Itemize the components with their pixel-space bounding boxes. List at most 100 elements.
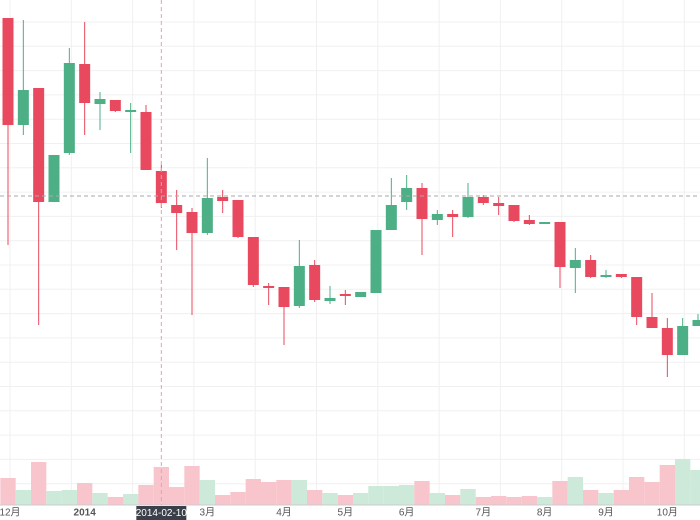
volume-bar (353, 493, 369, 505)
candle-body (109, 100, 121, 111)
x-tick-label: 7月 (476, 507, 492, 519)
x-tick-label: 8月 (537, 507, 553, 519)
volume-bar (521, 496, 537, 505)
volume-bar (92, 493, 108, 505)
grid (0, 0, 700, 505)
candle-body (508, 205, 520, 221)
candle-body (539, 222, 551, 224)
candle-body (155, 171, 167, 203)
x-tick-label: 9月 (598, 507, 614, 519)
x-tick-label: 3月 (200, 507, 216, 519)
volume-bar (15, 490, 31, 505)
candle-body (615, 274, 627, 277)
candle-body (462, 197, 474, 217)
candle-body (401, 188, 413, 202)
candle-body (585, 260, 597, 277)
x-tick-label: 12月 (0, 507, 21, 519)
volume-bar (169, 487, 185, 505)
volume-bar (199, 480, 215, 505)
candle-body (63, 63, 75, 153)
volume-bar (138, 485, 154, 505)
candle-body (447, 214, 459, 217)
candle-body (569, 260, 581, 268)
volume-bar (629, 477, 645, 505)
volume-bar (475, 497, 491, 505)
volume-bar (368, 486, 384, 505)
volume-bar (567, 477, 583, 505)
candle-body (263, 286, 275, 288)
volume-bar (491, 496, 507, 505)
candle-body (646, 317, 658, 328)
volume-bar (291, 480, 307, 505)
candle-body (600, 275, 612, 277)
candle-body (33, 88, 45, 202)
volume-bar (583, 490, 599, 505)
candle-body (477, 197, 489, 203)
candle-body (385, 205, 397, 230)
volume-bar (245, 479, 261, 505)
x-tick-label: 5月 (338, 507, 354, 519)
candle-body (2, 18, 14, 125)
candle-body (309, 265, 321, 300)
candle-body (17, 90, 29, 125)
volume-bar (414, 481, 430, 505)
volume-bar (322, 493, 338, 505)
x-tick-label: 4月 (276, 507, 292, 519)
candle-body (493, 203, 505, 206)
candle-body (523, 220, 535, 224)
volume-bar (77, 483, 93, 505)
volume-bar (107, 497, 123, 505)
candle-body (431, 214, 443, 220)
candle-body (94, 99, 106, 104)
candle-body (171, 205, 183, 213)
candle-body (631, 277, 643, 317)
x-tick-label: 6月 (399, 507, 415, 519)
volume-bar (215, 495, 231, 505)
volume-bar (644, 482, 660, 505)
candle-body (661, 328, 673, 355)
volume-bar (61, 490, 77, 505)
volume-bar (598, 493, 614, 505)
candle-body (201, 198, 213, 233)
volume-bar (445, 495, 461, 505)
candle-body (416, 188, 428, 219)
candle-body (554, 222, 566, 267)
volume-bar (537, 497, 553, 505)
volume-bar (0, 478, 16, 505)
volume-bar (46, 491, 62, 505)
candle-body (140, 112, 152, 170)
candle-body (355, 292, 367, 297)
candle-body (79, 64, 91, 103)
crosshair-label-box (136, 506, 187, 520)
x-tick-label: 10月 (657, 507, 678, 519)
volume-bar (261, 482, 277, 505)
volume-bar (31, 462, 47, 505)
volume-bar (690, 470, 700, 505)
x-tick-label: 2014 (74, 508, 97, 519)
candle-body (278, 287, 290, 307)
candle-body (324, 298, 336, 301)
volume-bar (184, 466, 200, 505)
volume-bar (383, 486, 399, 505)
candle-body (186, 212, 198, 233)
volume-bar (307, 490, 323, 505)
volume-bar (675, 459, 691, 505)
candle-body (232, 200, 244, 237)
volume-bar (613, 490, 629, 505)
candle-body (677, 326, 689, 355)
volume-bar (659, 465, 675, 505)
candle-body (692, 320, 700, 326)
volume-bar (460, 489, 476, 505)
volume-bar (506, 497, 522, 505)
volume-bar (123, 494, 139, 505)
volume-bar (429, 493, 445, 505)
volume-bar (276, 480, 292, 505)
volume-bar (399, 485, 415, 505)
volume-bar (230, 492, 246, 505)
crosshair-label: 2014-02-10 (136, 508, 188, 519)
candle-body (247, 237, 259, 285)
candle-body (48, 155, 60, 202)
volume-bar (337, 495, 353, 505)
